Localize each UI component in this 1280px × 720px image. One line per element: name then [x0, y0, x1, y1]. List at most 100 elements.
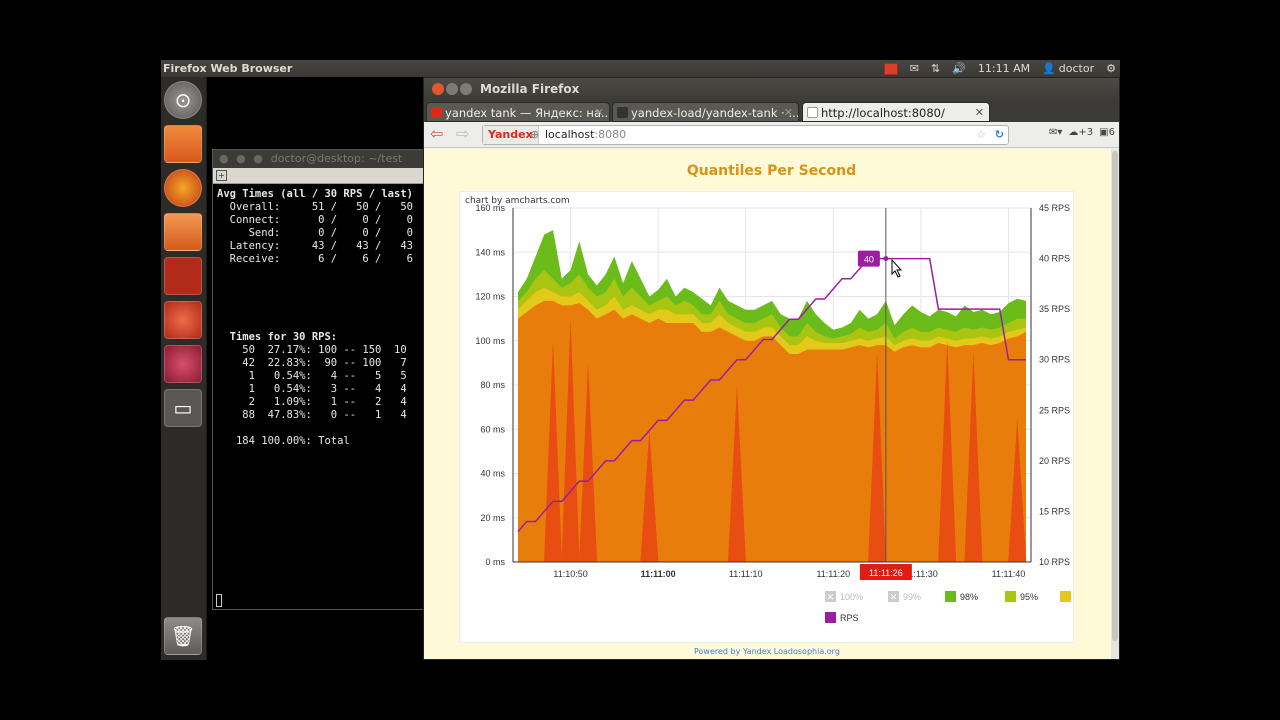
- window-title: Mozilla Firefox: [480, 82, 580, 96]
- navigation-toolbar: ⇦ ⇨ Yandex ⊕ localhost:8080 ☆ ↻ ✉▾ ☁+3 ▣…: [424, 122, 1119, 148]
- settings-gear-icon[interactable]: ⚙: [1106, 62, 1116, 75]
- terminal-line: [217, 279, 423, 292]
- close-tab-icon[interactable]: ✕: [974, 106, 984, 119]
- terminal-line: 184 100.00%: Total: [217, 435, 350, 447]
- legend-label[interactable]: 99%: [903, 592, 921, 602]
- weather-widget[interactable]: ☁+3: [1068, 127, 1094, 138]
- site-identity-icon[interactable]: ⊕: [530, 128, 540, 141]
- powered-by-footer: Powered by Yandex Loadosophia.org: [694, 647, 840, 656]
- webcam-icon[interactable]: [164, 345, 202, 383]
- reload-icon[interactable]: ↻: [994, 128, 1004, 141]
- cursor-time-label: 11:11:26: [869, 568, 903, 578]
- y-left-tick-label: 160 ms: [475, 203, 505, 213]
- legend-swatch[interactable]: [1060, 591, 1071, 602]
- y-left-tick-label: 120 ms: [475, 292, 505, 302]
- url-text: localhost:8080: [545, 128, 627, 141]
- terminal-line: [217, 266, 423, 279]
- latency-spike[interactable]: [561, 318, 580, 562]
- legend-label[interactable]: 98%: [960, 592, 978, 602]
- rps-balloon-label: 40: [864, 255, 874, 265]
- latency-spike[interactable]: [1008, 418, 1027, 562]
- terminal-line: Receive: 6 / 6 / 6: [217, 253, 413, 265]
- legend-x-icon: ✕: [890, 592, 898, 602]
- close-tab-icon[interactable]: ✕: [594, 106, 604, 119]
- x-tick-label: 11:11:00: [641, 569, 676, 579]
- y-left-tick-label: 40 ms: [480, 469, 505, 479]
- legend-disabled-icon[interactable]: [888, 591, 899, 602]
- tab-yandex-tank-search[interactable]: yandex tank — Яндекс: на... ✕: [426, 102, 610, 122]
- legend-label[interactable]: RPS: [840, 613, 859, 623]
- bookmark-star-icon[interactable]: ☆: [976, 128, 986, 141]
- network-icon[interactable]: ⇅: [930, 62, 941, 75]
- terminal-line: 1 0.54%: 4 -- 5 5: [217, 370, 407, 382]
- volume-icon[interactable]: 🔊: [952, 62, 966, 75]
- terminal-line: [217, 305, 423, 318]
- legend-disabled-icon[interactable]: [825, 591, 836, 602]
- new-tab-icon[interactable]: +: [216, 170, 227, 181]
- x-tick-label: 11:11:10: [729, 569, 763, 579]
- mail-notifier-icon[interactable]: ✉▾: [1049, 127, 1063, 138]
- tab-localhost[interactable]: http://localhost:8080/ ✕: [802, 102, 990, 122]
- page-favicon-icon: [807, 107, 818, 118]
- firefox-icon[interactable]: [164, 169, 202, 207]
- launcher: ⊙ ▭ 🗑: [161, 77, 207, 660]
- legend-label[interactable]: 100%: [840, 592, 863, 602]
- latency-spike[interactable]: [938, 340, 957, 562]
- dash-home-icon[interactable]: ⊙: [164, 81, 202, 119]
- chart-credit-link[interactable]: chart by amcharts.com: [465, 196, 570, 206]
- mail-icon[interactable]: ✉: [909, 62, 919, 75]
- firefox-window[interactable]: Mozilla Firefox yandex tank — Яндекс: на…: [423, 77, 1120, 660]
- firefox-titlebar[interactable]: Mozilla Firefox: [424, 78, 1119, 100]
- terminal-line: 42 22.83%: 90 -- 100 7: [217, 357, 407, 369]
- counter-widget[interactable]: ▣6: [1099, 127, 1115, 138]
- quantiles-chart[interactable]: 0 ms 20 ms 40 ms 60 ms 80 ms 100 ms 120 ms 140 …: [460, 192, 1075, 644]
- y-left-tick-label: 60 ms: [480, 424, 505, 434]
- page-scrollbar[interactable]: [1111, 149, 1119, 659]
- terminal-line: 88 47.83%: 0 -- 1 4: [217, 409, 407, 421]
- url-bar[interactable]: Yandex ⊕ localhost:8080 ☆ ↻: [482, 125, 1009, 145]
- terminal-tab-bar[interactable]: +: [213, 168, 423, 184]
- tab-label: yandex-load/yandex-tank · ...: [631, 106, 799, 120]
- x-tick-label: 11:11:40: [992, 569, 1026, 579]
- latency-spike[interactable]: [868, 351, 887, 562]
- system-settings-icon[interactable]: [164, 301, 202, 339]
- close-window-button[interactable]: [432, 83, 444, 95]
- tab-github-yandex-tank[interactable]: yandex-load/yandex-tank · ... ✕: [612, 102, 799, 122]
- clock[interactable]: 11:11 AM: [977, 62, 1031, 75]
- terminal-line: Send: 0 / 0 / 0: [217, 227, 413, 239]
- terminal-output[interactable]: Avg Times (all / 30 RPS / last) Overall:…: [217, 188, 423, 448]
- close-tab-icon[interactable]: ✕: [783, 106, 793, 119]
- notification-indicator[interactable]: [883, 62, 898, 75]
- rps-point-highlight: [883, 256, 889, 262]
- search-engine-button[interactable]: Yandex: [483, 126, 539, 144]
- forward-arrow-icon[interactable]: ⇨: [456, 124, 470, 143]
- trash-icon[interactable]: 🗑: [164, 617, 202, 655]
- maximize-window-button[interactable]: [460, 83, 472, 95]
- rps-line[interactable]: [517, 257, 1026, 533]
- github-favicon-icon: [617, 107, 628, 118]
- terminal-line: Overall: 51 / 50 / 50: [217, 201, 413, 213]
- y-left-tick-label: 100 ms: [475, 336, 505, 346]
- legend-swatch[interactable]: [945, 591, 956, 602]
- latency-spike[interactable]: [964, 351, 983, 562]
- tab-label: yandex tank — Яндекс: на...: [445, 106, 610, 120]
- terminal-window[interactable]: ● ● ● doctor@desktop: ~/test + Avg Times …: [212, 149, 424, 610]
- chart-container: chart by amcharts.com 0 ms 20 ms 40 ms 60 m…: [459, 191, 1074, 643]
- back-arrow-icon[interactable]: ⇦: [430, 124, 444, 143]
- legend-swatch[interactable]: [825, 612, 836, 623]
- legend-label[interactable]: 95%: [1020, 592, 1038, 602]
- latency-spike[interactable]: [640, 429, 659, 562]
- user-menu[interactable]: 👤 doctor: [1042, 62, 1094, 75]
- terminal-line: 50 27.17%: 100 -- 150 10: [217, 344, 407, 356]
- legend-swatch[interactable]: [1005, 591, 1016, 602]
- latency-spike[interactable]: [579, 362, 598, 562]
- files-icon[interactable]: [164, 125, 202, 163]
- latency-spike[interactable]: [727, 385, 746, 562]
- workspace-switcher-icon[interactable]: [164, 257, 202, 295]
- terminal-window-buttons[interactable]: ● ● ●: [219, 152, 265, 165]
- terminal-titlebar[interactable]: ● ● ● doctor@desktop: ~/test: [213, 150, 423, 168]
- minimize-window-button[interactable]: [446, 83, 458, 95]
- software-center-icon[interactable]: [164, 213, 202, 251]
- y-right-tick-label: 35 RPS: [1039, 304, 1070, 314]
- terminal-icon[interactable]: ▭: [164, 389, 202, 427]
